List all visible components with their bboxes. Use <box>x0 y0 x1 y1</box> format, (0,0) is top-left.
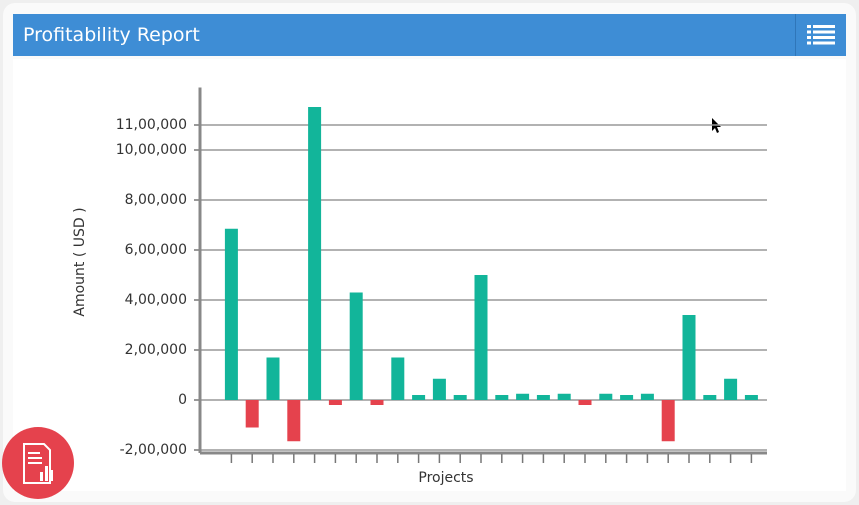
bar <box>599 393 613 400</box>
menu-icon <box>807 25 835 45</box>
menu-button[interactable] <box>795 14 846 56</box>
bar <box>308 107 322 400</box>
bar <box>744 395 758 400</box>
bar <box>536 395 550 400</box>
bar <box>287 400 301 442</box>
bar <box>328 400 342 405</box>
bar <box>495 395 509 400</box>
y-tick-label: -2,00,000 <box>120 442 187 458</box>
header-bar: Profitability Report <box>13 14 846 56</box>
y-tick-label: 11,00,000 <box>116 117 187 133</box>
bar <box>640 393 654 400</box>
y-tick-label: 4,00,000 <box>125 292 187 308</box>
bar <box>682 315 696 400</box>
bar <box>432 378 446 400</box>
report-icon[interactable] <box>2 427 74 499</box>
bar <box>224 228 238 400</box>
bar <box>474 275 488 400</box>
y-axis-label: Amount ( USD ) <box>72 207 88 316</box>
bar <box>266 357 280 400</box>
y-tick-label: 2,00,000 <box>125 342 187 358</box>
bar <box>391 357 405 400</box>
bar <box>412 395 426 400</box>
bar <box>578 400 592 405</box>
y-tick-label: 10,00,000 <box>116 142 187 158</box>
y-tick-label: 0 <box>178 392 187 408</box>
report-title: Profitability Report <box>23 24 200 46</box>
bar <box>370 400 384 405</box>
y-tick-label: 6,00,000 <box>125 242 187 258</box>
bar <box>557 393 571 400</box>
bar <box>453 395 467 400</box>
bar <box>620 395 634 400</box>
y-tick-label: 8,00,000 <box>125 192 187 208</box>
bar <box>516 393 530 400</box>
bar <box>349 292 363 400</box>
bar <box>724 378 738 400</box>
chart-area <box>13 59 846 491</box>
bar <box>703 395 717 400</box>
x-axis-label: Projects <box>418 470 473 486</box>
bar <box>661 400 675 442</box>
bar <box>245 400 259 428</box>
